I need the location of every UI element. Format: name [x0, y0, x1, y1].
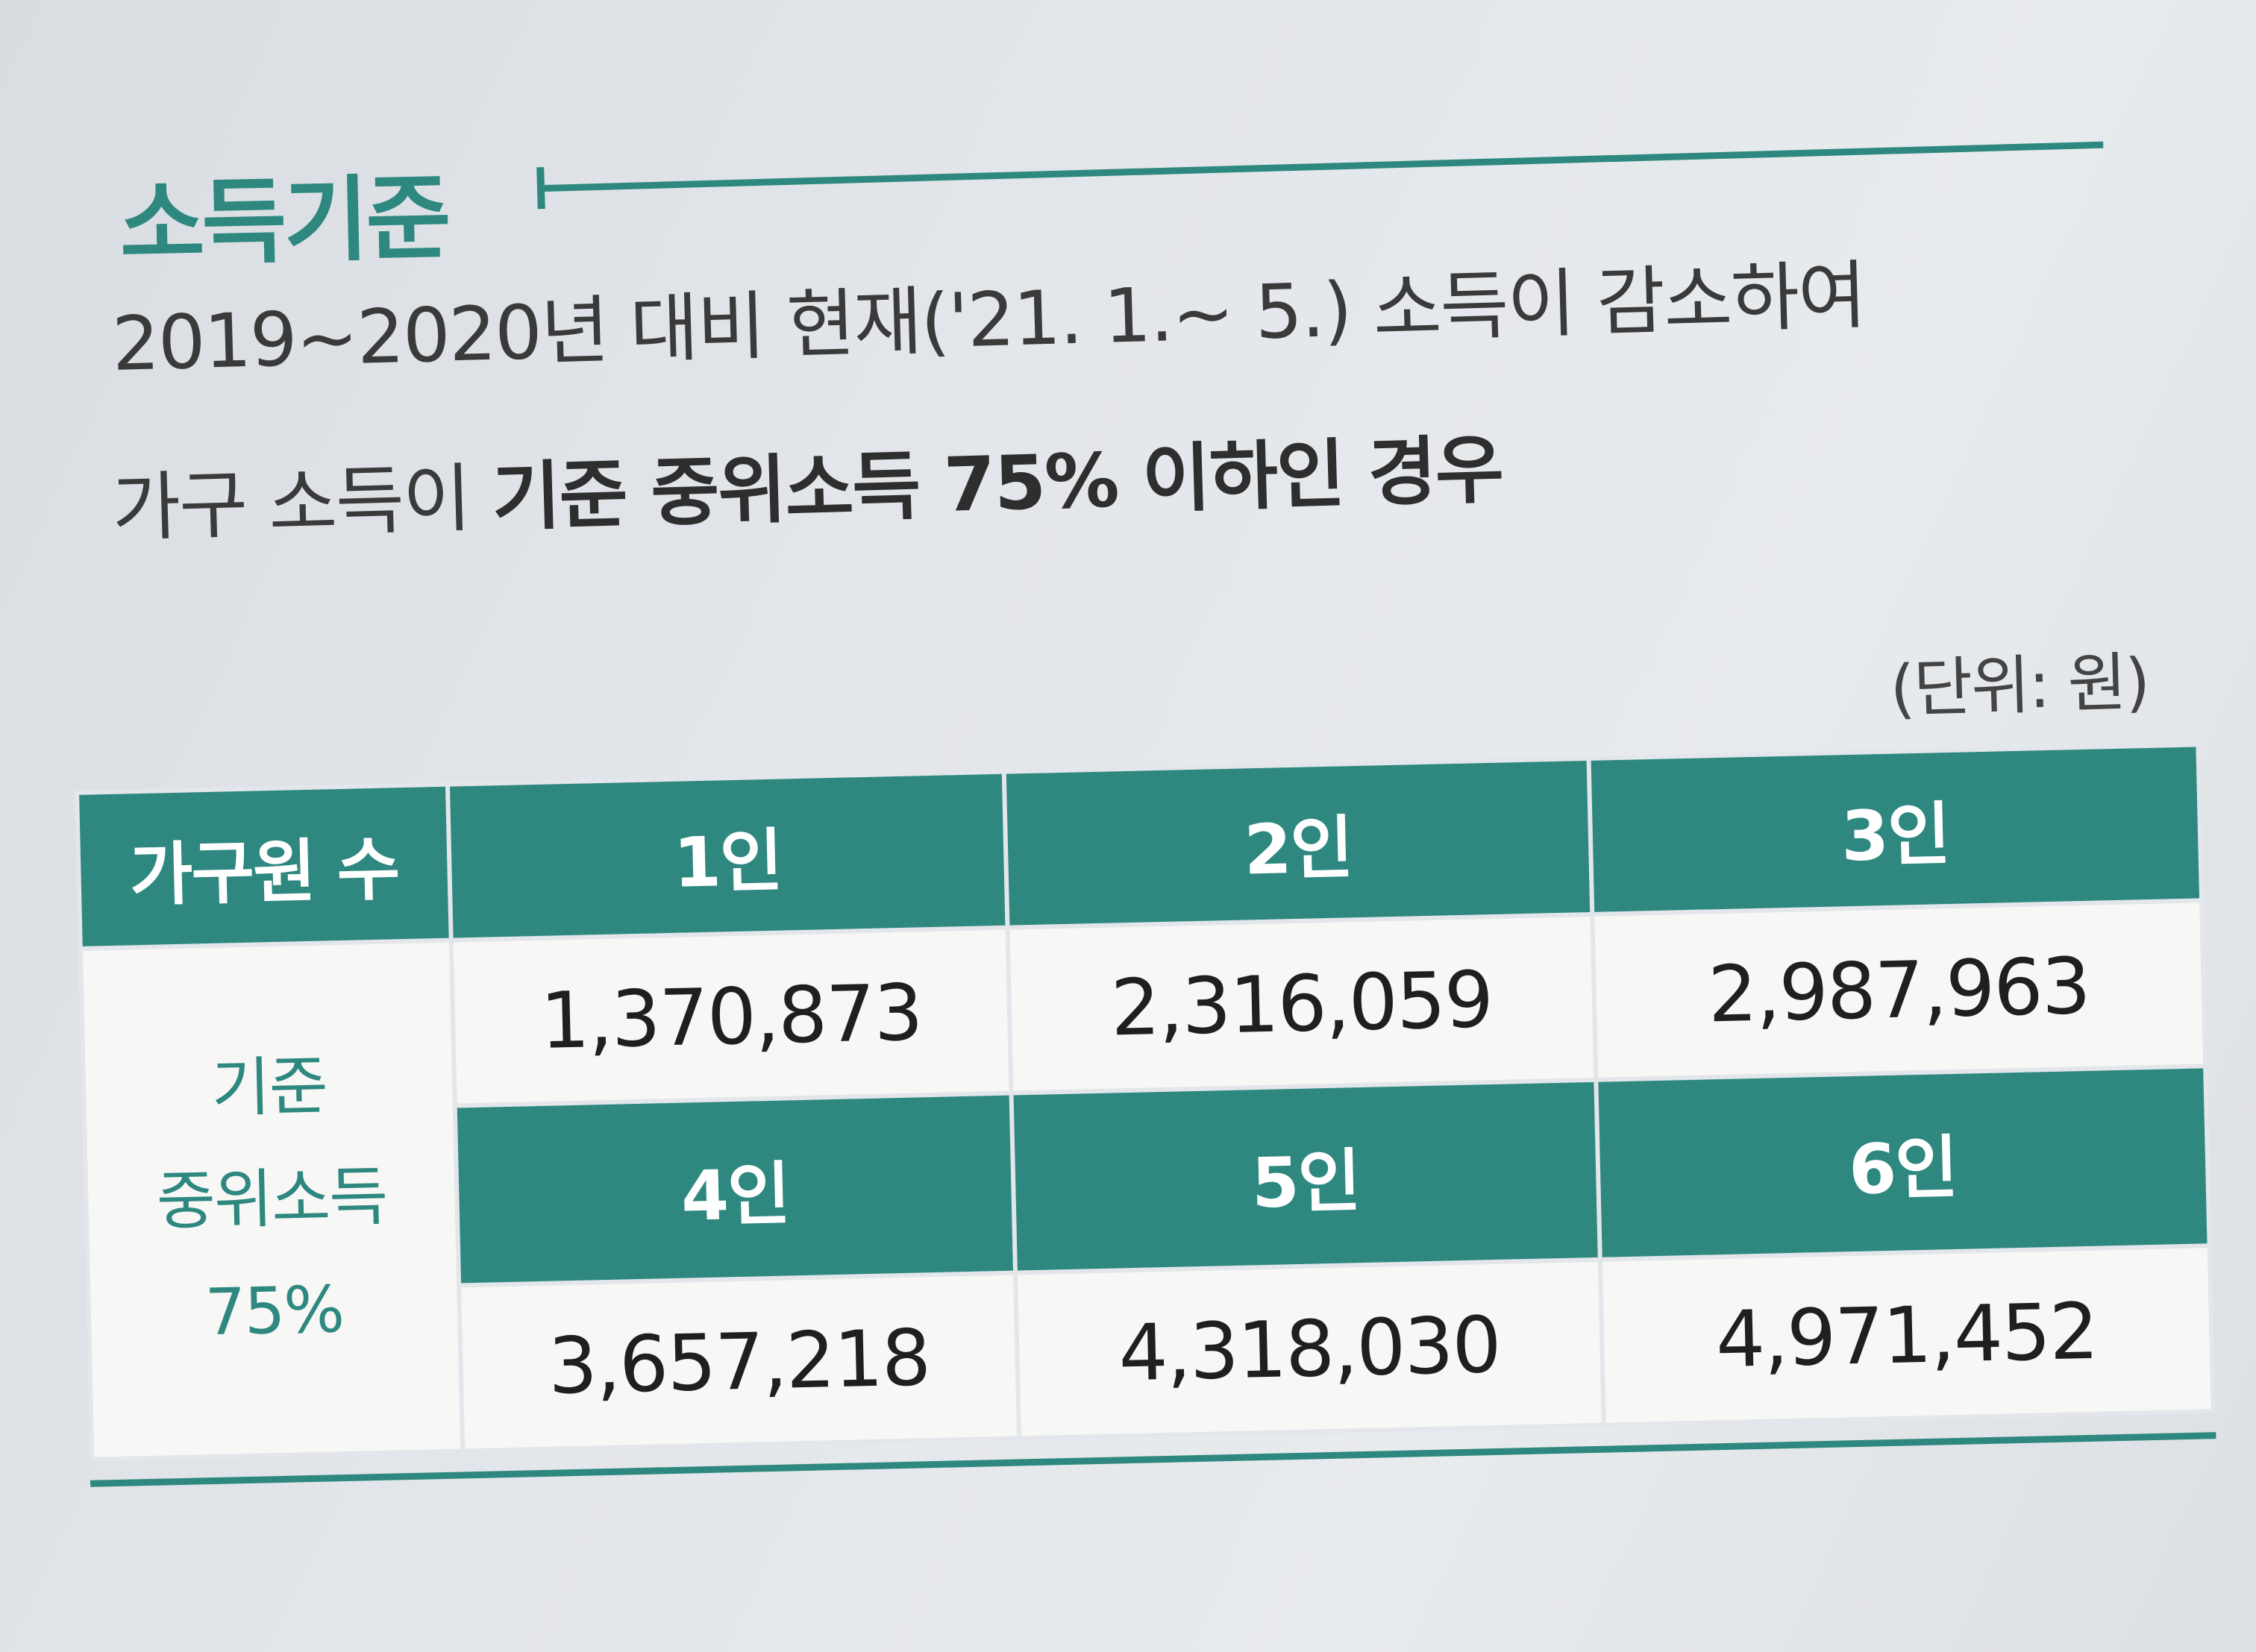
row-label-line: 기준 — [210, 1049, 328, 1127]
table-cell: 4,971,452 — [1599, 1246, 2213, 1425]
column-header: 5인 — [1011, 1079, 1600, 1273]
column-header: 6인 — [1596, 1066, 2210, 1260]
household-size-header: 가구원 수 — [77, 784, 451, 949]
row-label-line: 75% — [204, 1272, 345, 1351]
column-header: 3인 — [1588, 744, 2202, 914]
description-line-2-plain: 가구 소득이 — [110, 453, 494, 552]
table-cell: 2,316,059 — [1007, 914, 1597, 1093]
table-cell: 1,370,873 — [451, 927, 1012, 1106]
table-cell: 2,987,963 — [1591, 900, 2206, 1080]
row-label-line: 중위소득 — [155, 1160, 388, 1240]
column-header: 1인 — [447, 771, 1008, 940]
income-table: 가구원 수 1인 2인 3인 기준 중위소득 75% 1,370,873 2,3… — [75, 742, 2216, 1461]
column-header: 4인 — [454, 1093, 1015, 1286]
income-table-wrapper: 가구원 수 1인 2인 3인 기준 중위소득 75% 1,370,873 2,3… — [75, 742, 2216, 1487]
unit-note: (단위: 원) — [1889, 644, 2150, 727]
table-cell: 4,318,030 — [1015, 1259, 1604, 1439]
section-title: 소득기준 — [118, 164, 449, 279]
description-line-2: 가구 소득이 기준 중위소득 75% 이하인 경우 — [110, 392, 2127, 556]
row-label: 기준 중위소득 75% — [80, 940, 463, 1460]
table-cell: 3,657,218 — [459, 1272, 1019, 1451]
description-line-2-bold: 기준 중위소득 75% 이하인 경우 — [490, 425, 1504, 541]
title-rule — [544, 141, 2104, 192]
column-header: 2인 — [1003, 758, 1592, 928]
